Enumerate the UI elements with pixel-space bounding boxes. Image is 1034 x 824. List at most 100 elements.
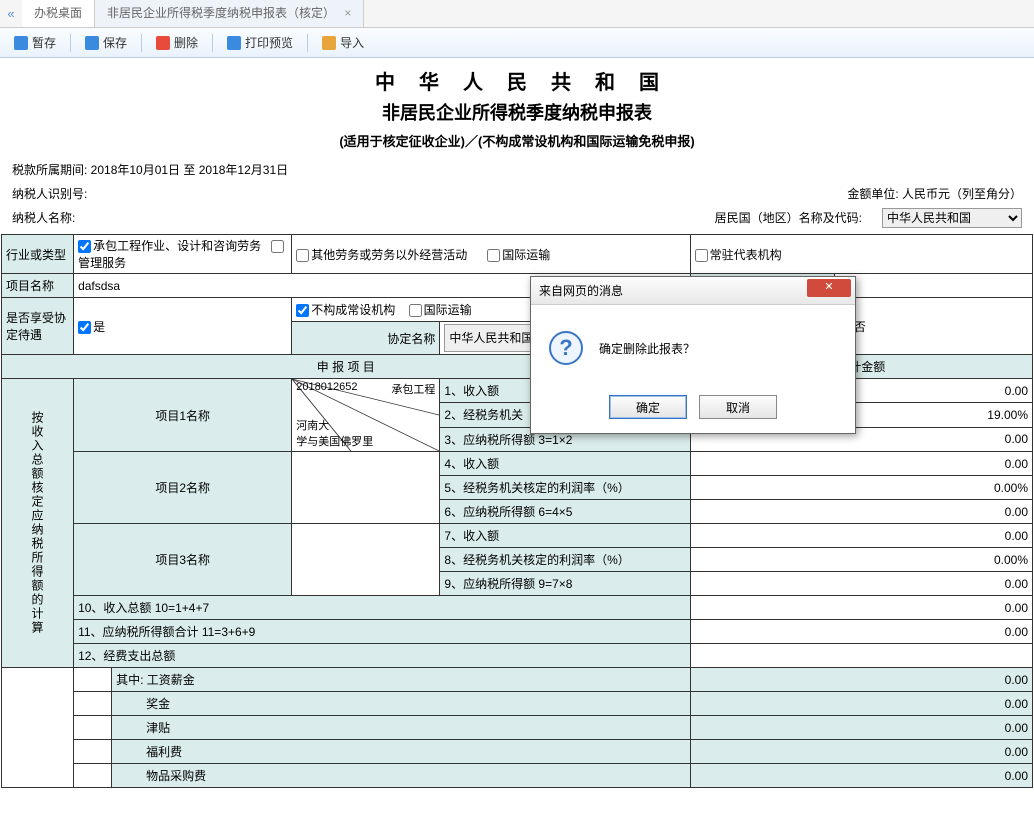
separator <box>307 34 308 52</box>
p2-label: 项目2名称 <box>74 452 292 524</box>
cb-mgmt-label: 管理服务 <box>78 256 126 270</box>
p2-blank[interactable] <box>292 452 440 524</box>
delete-button[interactable]: 删除 <box>148 32 206 54</box>
agree-label: 协定名称 <box>292 322 440 355</box>
diag-code: 2018012652 <box>296 381 357 393</box>
separator <box>141 34 142 52</box>
separator <box>70 34 71 52</box>
p1-label: 项目1名称 <box>74 379 292 452</box>
r10-label: 10、收入总额 10=1+4+7 <box>74 596 691 620</box>
cb-transport-label: 国际运输 <box>502 248 550 262</box>
import-icon <box>322 36 336 50</box>
p3-label: 项目3名称 <box>74 524 292 596</box>
preview-label: 打印预览 <box>245 34 293 51</box>
question-icon: ? <box>549 331 583 365</box>
doc-header: 中华人民共和国 非居民企业所得税季度纳税申报表 (适用于核定征收企业)／(不构成… <box>0 58 1034 154</box>
save-label: 保存 <box>103 34 127 51</box>
unit-label: 金额单位: 人民币元（列至角分） <box>847 182 1022 206</box>
cb-cell: 其他劳务或劳务以外经营活动 国际运输 <box>292 235 690 274</box>
pause-icon <box>14 36 28 50</box>
country-label: 居民国（地区）名称及代码: <box>715 211 862 225</box>
r6-value[interactable]: 0.00 <box>690 500 1032 524</box>
cb-other[interactable] <box>296 249 309 262</box>
cb-no-pe[interactable] <box>296 304 309 317</box>
r4-label: 4、收入额 <box>440 452 690 476</box>
p3-blank[interactable] <box>292 524 440 596</box>
title-sub: (适用于核定征收企业)／(不构成常设机构和国际运输免税申报) <box>0 131 1034 150</box>
treaty-yes-label: 是 <box>93 320 105 334</box>
cb-treaty-yes[interactable] <box>78 321 91 334</box>
import-button[interactable]: 导入 <box>314 32 372 54</box>
dialog-title: 来自网页的消息 <box>539 282 623 299</box>
dialog-ok-button[interactable]: 确定 <box>609 395 687 419</box>
delete-icon <box>156 36 170 50</box>
cb-contract-label: 承包工程作业、设计和咨询劳务 <box>93 239 261 253</box>
treaty-yes-cell: 是 <box>74 298 292 355</box>
r12-value[interactable] <box>690 644 1032 668</box>
diag-cell: 2018012652 承包工程 河南大 学与美国佛罗里 <box>292 379 440 452</box>
pause-label: 暂存 <box>32 34 56 51</box>
import-label: 导入 <box>340 34 364 51</box>
r12a-value[interactable]: 0.00 <box>690 668 1032 692</box>
cb-intl-transport-label: 国际运输 <box>424 303 472 317</box>
tab-close-icon[interactable]: × <box>344 6 351 20</box>
pause-button[interactable]: 暂存 <box>6 32 64 54</box>
r12c-value[interactable]: 0.00 <box>690 716 1032 740</box>
tabs-back[interactable]: « <box>0 6 22 21</box>
r7-value[interactable]: 0.00 <box>690 524 1032 548</box>
tab-report[interactable]: 非居民企业所得税季度纳税申报表（核定） × <box>95 0 364 27</box>
save-icon <box>85 36 99 50</box>
r12d-value[interactable]: 0.00 <box>690 740 1032 764</box>
r8-value[interactable]: 0.00% <box>690 548 1032 572</box>
preview-button[interactable]: 打印预览 <box>219 32 301 54</box>
period-label: 税款所属期间: 2018年10月01日 至 2018年12月31日 <box>12 158 288 182</box>
print-icon <box>227 36 241 50</box>
r11-label: 11、应纳税所得额合计 11=3+6+9 <box>74 620 691 644</box>
confirm-dialog: 来自网页的消息 ✕ ? 确定删除此报表？ 确定 取消 <box>530 276 856 434</box>
country-select[interactable]: 中华人民共和国 <box>882 208 1022 228</box>
dialog-message: 确定删除此报表？ <box>599 340 695 357</box>
cb-rep[interactable] <box>695 249 708 262</box>
spacer <box>74 668 112 692</box>
tab-report-label: 非居民企业所得税季度纳税申报表（核定） <box>107 6 335 20</box>
spacer <box>74 692 112 716</box>
treaty-label: 是否享受协定待遇 <box>2 298 74 355</box>
cb-transport[interactable] <box>487 249 500 262</box>
cb-cell: 承包工程作业、设计和咨询劳务 管理服务 <box>74 235 292 274</box>
meta-block: 税款所属期间: 2018年10月01日 至 2018年12月31日 纳税人识别号… <box>0 154 1034 234</box>
r4-value[interactable]: 0.00 <box>690 452 1032 476</box>
dialog-close-button[interactable]: ✕ <box>807 279 851 297</box>
dialog-titlebar[interactable]: 来自网页的消息 ✕ <box>531 277 855 305</box>
cb-intl-transport[interactable] <box>409 304 422 317</box>
title-country: 中华人民共和国 <box>0 66 1034 95</box>
r12-label: 12、经费支出总额 <box>74 644 691 668</box>
r8-label: 8、经税务机关核定的利润率（%） <box>440 548 690 572</box>
r12a-label: 其中: 工资薪金 <box>112 668 691 692</box>
r9-value[interactable]: 0.00 <box>690 572 1032 596</box>
r11-value[interactable]: 0.00 <box>690 620 1032 644</box>
r5-label: 5、经税务机关核定的利润率（%） <box>440 476 690 500</box>
cb-rep-label: 常驻代表机构 <box>710 248 782 262</box>
delete-label: 删除 <box>174 34 198 51</box>
tab-bar: « 办税桌面 非居民企业所得税季度纳税申报表（核定） × <box>0 0 1034 28</box>
r10-value[interactable]: 0.00 <box>690 596 1032 620</box>
toolbar: 暂存 保存 删除 打印预览 导入 <box>0 28 1034 58</box>
cb-other-label: 其他劳务或劳务以外经营活动 <box>311 248 467 262</box>
diag-school: 河南大 学与美国佛罗里 <box>296 417 373 449</box>
separator <box>212 34 213 52</box>
tab-desktop[interactable]: 办税桌面 <box>22 0 95 27</box>
r12b-value[interactable]: 0.00 <box>690 692 1032 716</box>
r12c-label: 津贴 <box>112 716 691 740</box>
save-button[interactable]: 保存 <box>77 32 135 54</box>
spacer <box>2 668 74 788</box>
spacer <box>74 740 112 764</box>
cb-mgmt[interactable] <box>271 240 284 253</box>
spacer <box>74 716 112 740</box>
r5-value[interactable]: 0.00% <box>690 476 1032 500</box>
r6-label: 6、应纳税所得额 6=4×5 <box>440 500 690 524</box>
cb-contract[interactable] <box>78 240 91 253</box>
taxpayer-name-label: 纳税人名称: <box>12 206 75 230</box>
dialog-cancel-button[interactable]: 取消 <box>699 395 777 419</box>
projno-value[interactable]: 11 <box>834 274 1032 298</box>
r12e-value[interactable]: 0.00 <box>690 764 1032 788</box>
